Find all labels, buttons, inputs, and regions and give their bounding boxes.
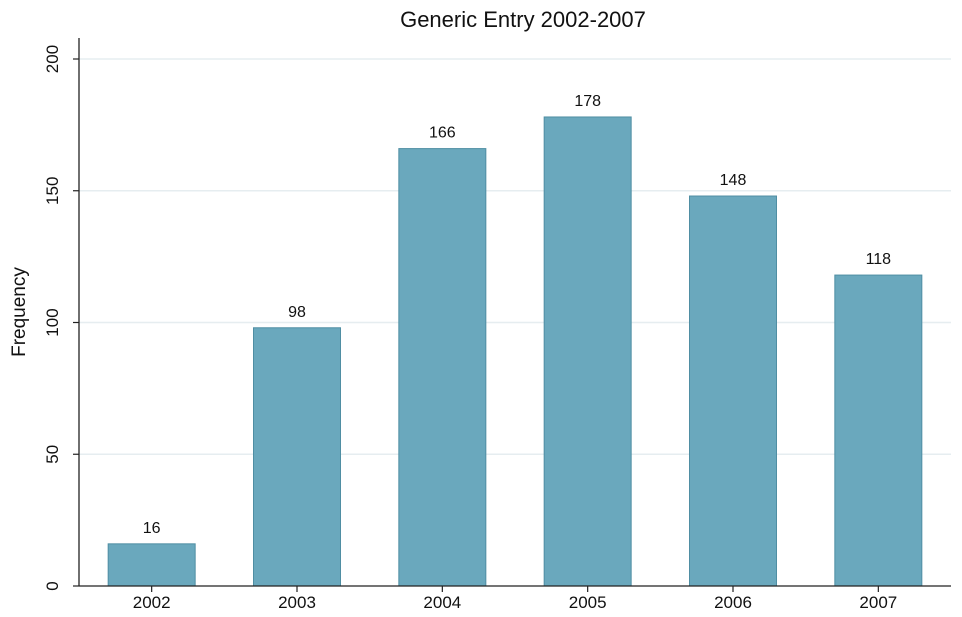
bar-2007: [834, 274, 923, 587]
bar-2002: [107, 543, 196, 587]
gridlines: [79, 58, 951, 455]
bar-2004: [398, 148, 487, 587]
x-tick-label-2004: 2004: [423, 593, 461, 612]
data-label-2002: 16: [143, 520, 161, 537]
data-label-2007: 118: [866, 251, 892, 268]
y-tick-label-50: 50: [43, 445, 62, 464]
y-axis-title: Frequency: [9, 267, 30, 357]
data-label-2005: 178: [574, 93, 601, 110]
data-label-2006: 148: [720, 172, 747, 189]
bar-2005: [543, 116, 632, 587]
bar-2006: [689, 195, 777, 587]
y-tick-label-150: 150: [43, 177, 62, 205]
data-label-2004: 166: [429, 125, 456, 142]
x-tick-label-2005: 2005: [569, 593, 607, 612]
x-tick-label-2006: 2006: [714, 593, 752, 612]
chart-title: Generic Entry 2002-2007: [400, 7, 646, 32]
bars: [107, 116, 923, 587]
x-tick-label-2003: 2003: [278, 593, 316, 612]
data-labels: 16 98 166 178 148 118: [143, 93, 891, 537]
data-label-2003: 98: [288, 304, 306, 321]
y-tick-label-100: 100: [43, 308, 62, 336]
x-tick-label-2002: 2002: [133, 593, 171, 612]
y-tick-label-200: 200: [43, 45, 62, 73]
x-tick-label-2007: 2007: [859, 593, 897, 612]
x-axis-ticks: 2002 2003 2004 2005 2006 2007: [133, 586, 897, 612]
bar-2003: [253, 327, 341, 587]
y-axis-ticks: 0 50 100 150 200: [43, 45, 79, 591]
y-tick-label-0: 0: [43, 581, 62, 590]
